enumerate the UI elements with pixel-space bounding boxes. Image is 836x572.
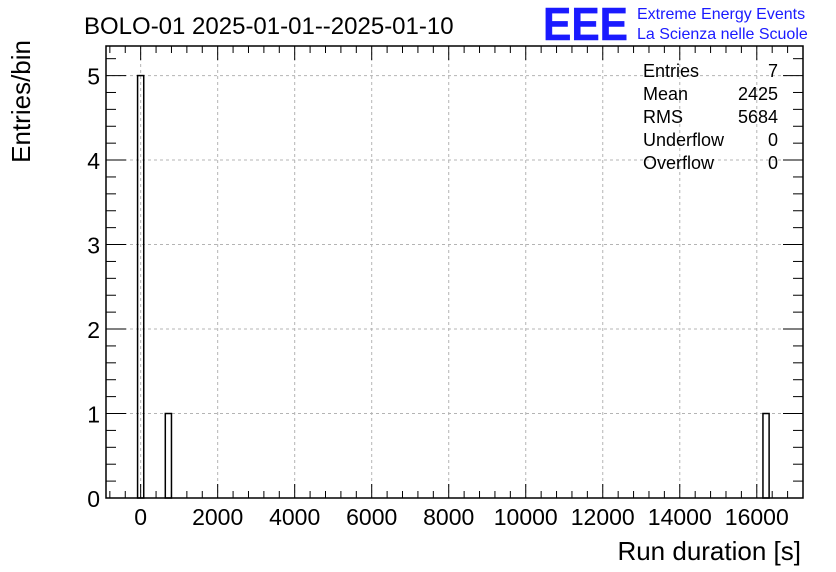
stats-value: 5684 bbox=[738, 107, 778, 127]
x-tick-label: 10000 bbox=[494, 504, 558, 530]
eee-logo-line2: La Scienza nelle Scuole bbox=[637, 26, 808, 43]
stats-label: RMS bbox=[643, 107, 683, 127]
stats-value: 7 bbox=[768, 61, 778, 81]
y-tick-label: 5 bbox=[87, 64, 100, 90]
axis-ticks bbox=[106, 46, 804, 499]
eee-logo-line1: Extreme Energy Events bbox=[637, 6, 805, 23]
chart-title: BOLO-01 2025-01-01--2025-01-10 bbox=[84, 13, 454, 40]
x-tick-label: 4000 bbox=[269, 504, 320, 530]
plot-frame bbox=[105, 45, 804, 499]
eee-logo-mark: EEE bbox=[543, 0, 628, 50]
stats-label: Entries bbox=[643, 61, 699, 81]
histogram-bar bbox=[762, 412, 770, 499]
x-tick-label: 12000 bbox=[571, 504, 635, 530]
stats-value: 2425 bbox=[738, 84, 778, 104]
x-tick-label: 0 bbox=[134, 504, 147, 530]
x-tick-label: 14000 bbox=[648, 504, 712, 530]
stats-label: Mean bbox=[643, 84, 688, 104]
x-tick-label: 2000 bbox=[192, 504, 243, 530]
y-tick-label: 1 bbox=[87, 402, 100, 428]
x-axis-label: Run duration [s] bbox=[617, 536, 801, 566]
eee-logo: EEE Extreme Energy Events La Scienza nel… bbox=[543, 0, 808, 50]
y-tick-label: 4 bbox=[87, 148, 100, 174]
stats-value: 0 bbox=[768, 130, 778, 150]
y-axis-label: Entries/bin bbox=[6, 40, 36, 163]
x-tick-label: 8000 bbox=[423, 504, 474, 530]
histogram-bar bbox=[164, 412, 173, 499]
y-tick-label: 0 bbox=[87, 486, 100, 512]
x-tick-label: 16000 bbox=[725, 504, 789, 530]
tick-labels: 0 2000 4000 6000 8000 10000 12000 14000 16000 0 1 2… bbox=[87, 64, 789, 530]
x-tick-label: 6000 bbox=[346, 504, 397, 530]
stats-label: Underflow bbox=[643, 130, 725, 150]
y-tick-label: 3 bbox=[87, 233, 100, 259]
stats-label: Overflow bbox=[643, 153, 715, 173]
y-tick-label: 2 bbox=[87, 317, 100, 343]
stats-box: Entries 7 Mean 2425 RMS 5684 Underflow 0 Overflo… bbox=[643, 61, 778, 173]
grid bbox=[106, 46, 803, 498]
stats-value: 0 bbox=[768, 153, 778, 173]
